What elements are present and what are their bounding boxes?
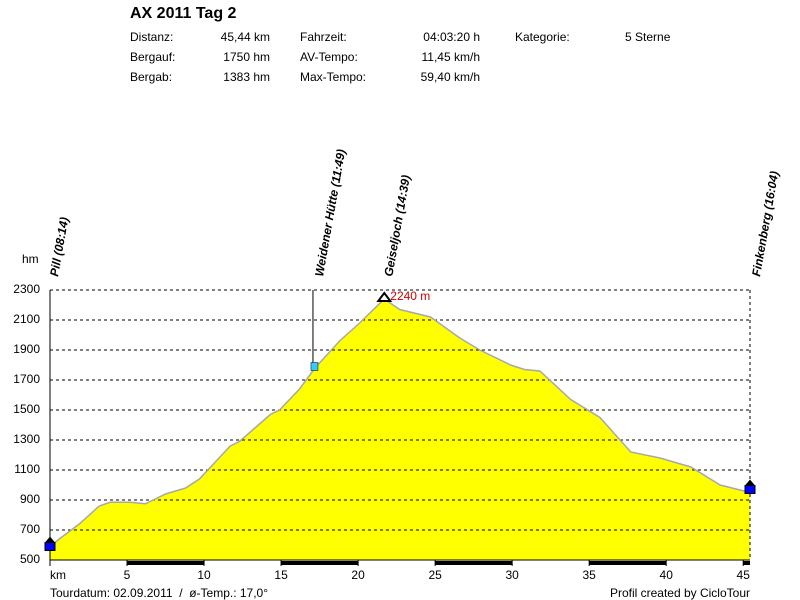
stat-text: 45,44 km (221, 30, 270, 44)
marker-roof (745, 479, 755, 486)
x-tick-label: 25 (428, 568, 442, 582)
y-tick-label: 1500 (13, 402, 40, 416)
stat-text: 1383 hm (223, 70, 270, 84)
stat-text: 59,40 km/h (421, 70, 480, 84)
marker-box (744, 485, 756, 494)
stat-text: 11,45 km/h (422, 50, 480, 64)
waypoint-marker (44, 536, 56, 551)
stat-text: AV-Tempo: (300, 50, 358, 64)
y-tick-label: 500 (20, 552, 40, 566)
peak-label: 2240 m (390, 289, 430, 303)
x-tick-label: 35 (582, 568, 596, 582)
stat-text: 5 Sterne (625, 30, 671, 44)
stat-text: Kategorie: (515, 30, 570, 44)
y-tick-label: 1100 (14, 462, 40, 476)
x-tick-label: 30 (505, 568, 519, 582)
marker-box (44, 542, 56, 551)
stat-text: Bergab: (130, 70, 172, 84)
y-tick-label: 2100 (13, 312, 40, 326)
stat-text: Bergauf: (130, 50, 175, 64)
marker-box (310, 362, 319, 371)
waypoint-label: Pill (08:14) (47, 216, 71, 278)
distance-segment (589, 561, 667, 565)
distance-segment (127, 561, 205, 565)
x-tick-label: 10 (197, 568, 211, 582)
y-tick-label: 2300 (13, 282, 40, 296)
distance-segment (281, 561, 359, 565)
distance-segment (743, 561, 750, 565)
footer-right: Profil created by CicloTour (610, 586, 750, 600)
waypoint-label: Weidener Hütte (11:49) (312, 148, 348, 277)
x-tick-label: 45 (737, 568, 751, 582)
y-axis-label: hm (22, 252, 39, 266)
distance-segment (435, 561, 513, 565)
stat-text: Max-Tempo: (300, 70, 366, 84)
y-tick-label: 1300 (13, 432, 40, 446)
stat-text: 04:03:20 h (423, 30, 480, 44)
marker-roof (45, 536, 55, 543)
stat-text: Distanz: (130, 30, 173, 44)
waypoint-marker (310, 290, 319, 371)
waypoint-label: Finkenberg (16:04) (749, 170, 781, 278)
x-tick-label: 20 (351, 568, 365, 582)
waypoint-label: Geiseljoch (14:39) (381, 174, 413, 278)
y-tick-label: 1700 (13, 372, 40, 386)
marker-pass (376, 291, 393, 302)
x-tick-label: 5 (124, 568, 131, 582)
y-tick-label: 700 (20, 522, 40, 536)
waypoint-marker (744, 479, 756, 494)
stat-text: Fahrzeit: (300, 30, 347, 44)
y-tick-label: 1900 (13, 342, 40, 356)
area-fill (50, 299, 750, 560)
x-tick-label: 40 (660, 568, 674, 582)
x-tick-label: 15 (274, 568, 288, 582)
y-tick-label: 900 (20, 492, 40, 506)
chart-title: AX 2011 Tag 2 (130, 5, 237, 22)
stat-text: 1750 hm (223, 50, 270, 64)
x-axis-label: km (50, 568, 66, 582)
footer-left: Tourdatum: 02.09.2011 / ø-Temp.: 17,0° (50, 586, 268, 600)
waypoint-marker (376, 291, 393, 302)
